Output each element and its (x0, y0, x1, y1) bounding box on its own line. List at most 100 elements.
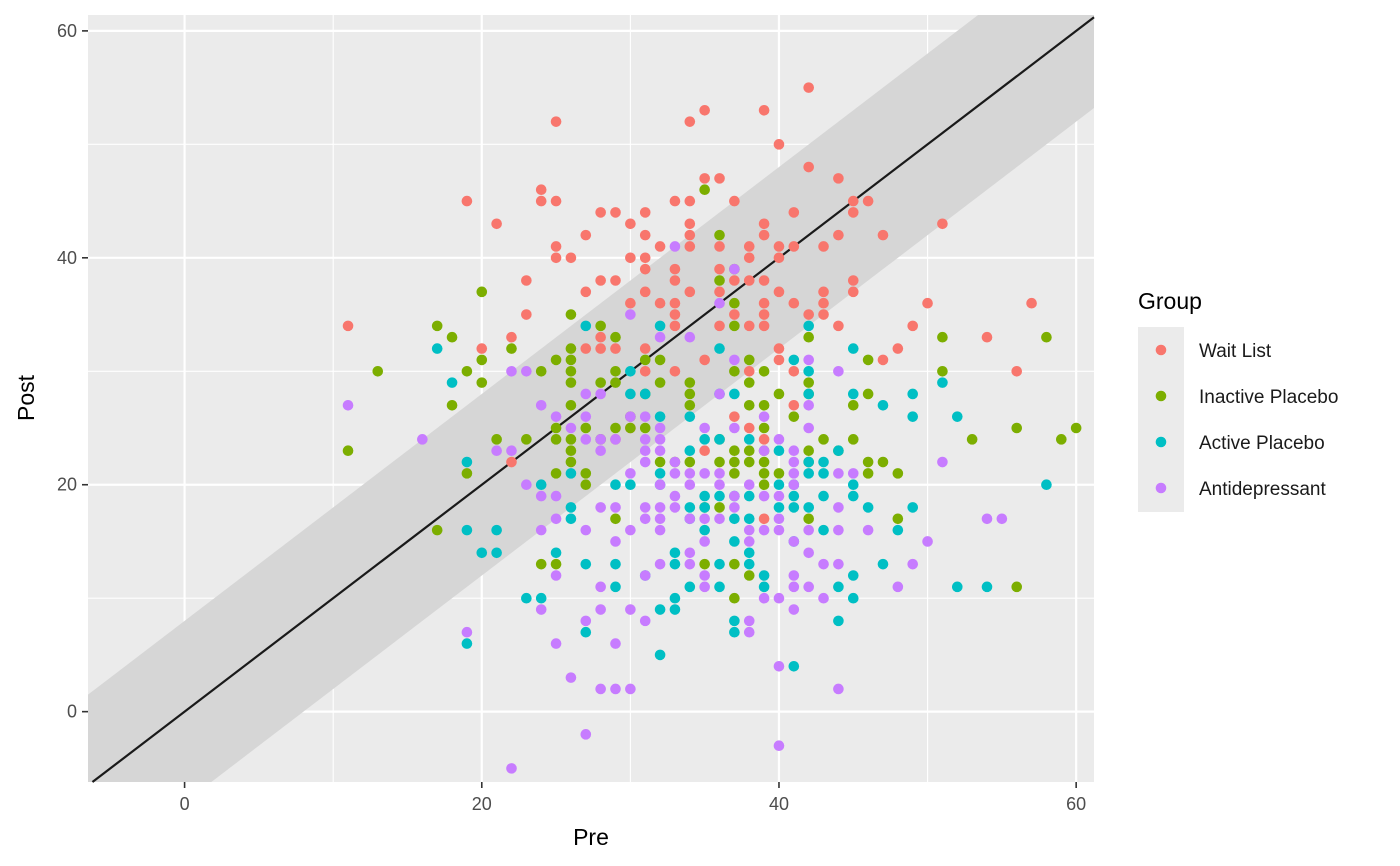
point-antidepressant (699, 570, 710, 581)
point-inactive-placebo (729, 365, 740, 377)
point-wait-list (669, 263, 681, 275)
y-tick-label: 20 (57, 475, 77, 495)
point-antidepressant (506, 445, 517, 456)
point-antidepressant (625, 524, 636, 536)
point-wait-list (625, 297, 636, 309)
point-inactive-placebo (684, 388, 696, 400)
point-inactive-placebo (743, 456, 755, 468)
point-inactive-placebo (743, 377, 755, 388)
point-wait-list (758, 513, 770, 525)
point-wait-list (773, 241, 785, 252)
point-inactive-placebo (565, 400, 577, 411)
point-wait-list (550, 116, 562, 127)
point-antidepressant (565, 422, 577, 434)
point-inactive-placebo (862, 456, 874, 468)
x-axis-ticks: 0 20 40 60 (180, 782, 1086, 814)
point-active-placebo (669, 604, 681, 615)
point-antidepressant (550, 570, 562, 581)
point-antidepressant (654, 502, 666, 513)
point-antidepressant (714, 388, 725, 400)
legend-label-inactive-placebo: Inactive Placebo (1199, 387, 1338, 408)
point-antidepressant (818, 592, 829, 604)
point-inactive-placebo (461, 468, 473, 479)
legend-key-active-placebo (1155, 436, 1167, 448)
point-antidepressant (803, 581, 814, 593)
point-active-placebo (521, 592, 532, 604)
point-inactive-placebo (937, 365, 948, 377)
point-antidepressant (625, 309, 636, 320)
point-wait-list (847, 275, 859, 286)
point-antidepressant (550, 638, 562, 649)
point-antidepressant (610, 638, 621, 649)
point-antidepressant (639, 570, 651, 581)
point-wait-list (788, 297, 800, 309)
point-wait-list (937, 218, 948, 230)
point-antidepressant (521, 479, 532, 491)
point-inactive-placebo (550, 354, 562, 366)
point-antidepressant (654, 331, 666, 343)
point-active-placebo (699, 524, 710, 536)
point-antidepressant (818, 558, 829, 570)
point-inactive-placebo (639, 422, 651, 434)
point-active-placebo (625, 388, 636, 400)
point-active-placebo (699, 434, 710, 445)
point-wait-list (669, 275, 681, 286)
point-active-placebo (743, 547, 755, 559)
point-wait-list (833, 320, 844, 332)
point-wait-list (758, 218, 770, 230)
point-wait-list (639, 252, 651, 264)
point-active-placebo (847, 592, 859, 604)
point-active-placebo (907, 502, 919, 513)
point-antidepressant (535, 524, 547, 536)
point-inactive-placebo (565, 434, 577, 445)
point-inactive-placebo (476, 354, 488, 366)
point-active-placebo (951, 411, 963, 422)
point-wait-list (1011, 365, 1023, 377)
point-wait-list (535, 195, 547, 207)
point-antidepressant (669, 241, 681, 252)
point-antidepressant (788, 581, 800, 593)
point-wait-list (758, 320, 770, 332)
legend: Group Wait List Inactive Placebo Active Pl… (1138, 288, 1338, 512)
point-inactive-placebo (729, 468, 740, 479)
point-wait-list (847, 195, 859, 207)
point-wait-list (729, 309, 740, 320)
point-wait-list (639, 263, 651, 275)
point-antidepressant (907, 558, 919, 570)
point-wait-list (610, 207, 621, 218)
point-active-placebo (818, 456, 829, 468)
point-antidepressant (684, 468, 696, 479)
point-active-placebo (862, 502, 874, 513)
point-inactive-placebo (773, 468, 785, 479)
point-antidepressant (610, 536, 621, 547)
point-inactive-placebo (580, 479, 592, 491)
point-antidepressant (535, 400, 547, 411)
point-wait-list (639, 365, 651, 377)
point-inactive-placebo (491, 434, 502, 445)
point-antidepressant (833, 365, 844, 377)
point-inactive-placebo (1011, 581, 1023, 593)
point-inactive-placebo (610, 422, 621, 434)
point-active-placebo (877, 558, 889, 570)
point-inactive-placebo (446, 400, 458, 411)
point-inactive-placebo (788, 411, 800, 422)
point-antidepressant (996, 513, 1008, 525)
point-active-placebo (610, 558, 621, 570)
point-active-placebo (758, 581, 770, 593)
point-inactive-placebo (550, 558, 562, 570)
point-antidepressant (595, 581, 606, 593)
point-wait-list (506, 456, 517, 468)
point-antidepressant (610, 434, 621, 445)
x-axis-title: Pre (573, 824, 609, 850)
reference-band (88, 15, 1094, 782)
point-wait-list (476, 343, 488, 354)
point-inactive-placebo (937, 331, 948, 343)
point-wait-list (847, 207, 859, 218)
point-antidepressant (654, 513, 666, 525)
point-antidepressant (639, 411, 651, 422)
point-active-placebo (535, 479, 547, 491)
point-wait-list (342, 320, 354, 332)
point-active-placebo (654, 649, 666, 661)
point-antidepressant (803, 547, 814, 559)
point-active-placebo (461, 524, 473, 536)
